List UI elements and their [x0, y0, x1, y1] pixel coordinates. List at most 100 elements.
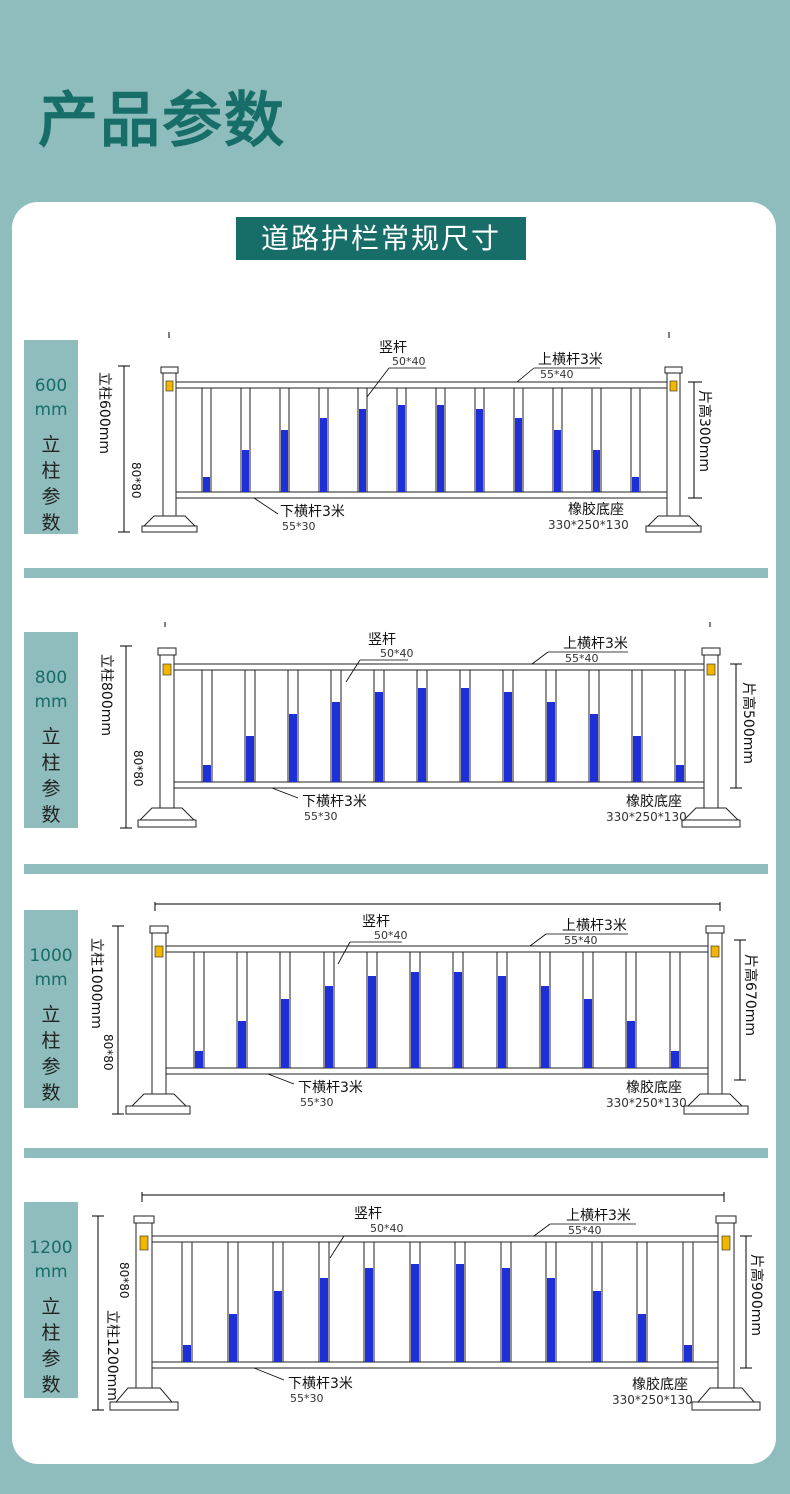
- fence-spec-1200: 1200 mm 立 柱 参 数 3080mm: [12, 1192, 776, 1462]
- bar-fill: [454, 972, 462, 1068]
- vertical-bar: [201, 387, 212, 493]
- leader-line: [345, 659, 361, 683]
- base-spec: 330*250*130: [612, 1393, 693, 1407]
- bar-fill: [590, 714, 598, 782]
- bar-fill: [671, 1051, 679, 1068]
- page-title: 产品参数: [38, 86, 286, 156]
- post-size-value: 1000: [29, 946, 73, 966]
- top-rail-spec: 55*40: [568, 1224, 602, 1237]
- bottom-rail-spec: 55*30: [290, 1392, 324, 1405]
- label-char: 柱: [41, 1322, 61, 1344]
- bar-fill: [203, 477, 210, 492]
- right-post: [645, 366, 702, 533]
- post-section-label: 80*80: [129, 462, 143, 499]
- bar-fill: [437, 405, 444, 492]
- fence-diagram: 3080mm: [88, 332, 768, 572]
- post-size-unit: mm: [34, 970, 68, 990]
- left-post: [109, 1215, 179, 1411]
- bar-fill: [638, 1314, 646, 1362]
- reflector: [162, 663, 172, 676]
- post-cap: [705, 925, 725, 934]
- fence-drawing: 3080mm: [96, 332, 713, 533]
- section-title: 道路护栏常规尺寸: [236, 217, 526, 260]
- vertical-bar: [630, 387, 641, 493]
- bar-fill: [274, 1291, 282, 1362]
- vertical-bar-label: 竖杆: [362, 914, 390, 930]
- top-rail: [165, 945, 709, 953]
- bar-fill: [541, 986, 549, 1068]
- rubber-base-bottom: [109, 1401, 179, 1411]
- bottom-rail-label: 下横杆3米: [302, 794, 367, 810]
- reflector: [154, 945, 164, 958]
- base-label: 橡胶底座: [568, 501, 624, 518]
- bottom-rail: [175, 491, 669, 499]
- bar-fill: [632, 477, 639, 492]
- panel-height-label: 片高670mm: [742, 954, 759, 1036]
- top-rail-spec: 55*40: [565, 652, 599, 665]
- spec-card: 道路护栏常规尺寸 600 mm 立 柱 参 数 3080mm: [12, 202, 776, 1464]
- bottom-rail-label: 下横杆3米: [280, 504, 345, 520]
- rubber-base: [646, 515, 701, 527]
- leader-line: [516, 367, 535, 383]
- label-char: 数: [41, 804, 61, 826]
- post-cap: [160, 366, 179, 374]
- leader-line: [533, 1223, 551, 1237]
- right-post: [691, 1215, 761, 1411]
- top-rail-spec: 55*40: [540, 368, 574, 381]
- vertical-bars: [201, 669, 686, 783]
- vertical-bar-spec: 50*40: [370, 1222, 404, 1235]
- fence-diagram: 3080mm: [88, 1192, 768, 1462]
- label-char: 立: [41, 1296, 61, 1318]
- post-param-label: 立 柱 参 数: [24, 1002, 78, 1106]
- rubber-base-bottom: [683, 1105, 749, 1115]
- vertical-bars: [181, 1241, 694, 1363]
- bar-fill: [554, 430, 561, 492]
- reflector: [669, 380, 678, 392]
- post-section-label: 80*80: [117, 1262, 131, 1299]
- label-char: 数: [41, 1374, 61, 1396]
- rubber-base: [682, 807, 740, 821]
- fence-drawing: 3080mm: [92, 1192, 765, 1411]
- bar-fill: [246, 736, 254, 782]
- bar-fill: [289, 714, 297, 782]
- panel-height-label: 片高500mm: [740, 682, 757, 764]
- top-rail-spec: 55*40: [564, 934, 598, 947]
- bar-fill: [633, 736, 641, 782]
- post-size-unit: mm: [34, 692, 68, 712]
- post-cap: [133, 1215, 155, 1224]
- post-section-label: 80*80: [101, 1034, 115, 1071]
- rubber-base-bottom: [681, 819, 741, 828]
- bar-fill: [504, 692, 512, 782]
- bar-fill: [547, 702, 555, 782]
- post-cap: [157, 647, 177, 656]
- bar-fill: [584, 999, 592, 1068]
- leader-line: [329, 1235, 345, 1259]
- label-char: 立: [41, 726, 61, 748]
- rubber-base: [138, 807, 196, 821]
- label-char: 数: [41, 1082, 61, 1104]
- bar-fill: [229, 1314, 237, 1362]
- post-size-unit: mm: [34, 400, 68, 420]
- bar-fill: [456, 1264, 464, 1362]
- bottom-rail-label: 下横杆3米: [298, 1080, 363, 1096]
- bar-fill: [418, 688, 426, 782]
- top-rail-label: 上横杆3米: [566, 1208, 631, 1224]
- label-char: 参: [41, 1348, 61, 1370]
- bar-fill: [411, 972, 419, 1068]
- post-height-label: 立柱1200mm: [104, 1310, 120, 1401]
- top-rail-label: 上横杆3米: [563, 636, 628, 652]
- post-size-unit: mm: [34, 1262, 68, 1282]
- rubber-base: [696, 1387, 756, 1403]
- vertical-bar-spec: 50*40: [392, 355, 426, 368]
- reflector: [710, 945, 720, 958]
- post-param-label: 立 柱 参 数: [24, 724, 78, 828]
- label-char: 参: [41, 486, 61, 508]
- bar-fill: [627, 1021, 635, 1068]
- right-post: [681, 647, 741, 828]
- top-rail: [173, 663, 707, 671]
- leader-line: [253, 1367, 285, 1381]
- post-body: [703, 653, 719, 809]
- post-section-label: 80*80: [131, 750, 145, 787]
- reflector: [706, 663, 716, 676]
- vertical-bar: [181, 1241, 193, 1363]
